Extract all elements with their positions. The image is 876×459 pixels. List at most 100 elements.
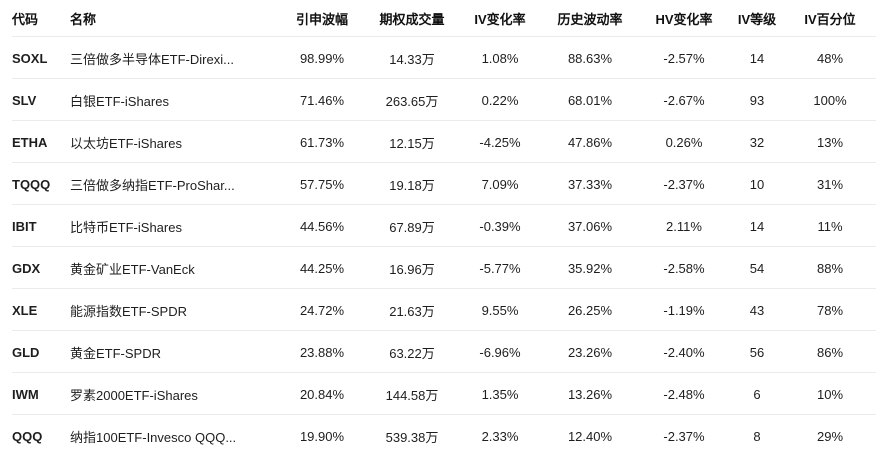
column-header-iv-percentile[interactable]: IV百分位 xyxy=(804,12,856,27)
cell-code: GDX xyxy=(12,260,41,276)
column-header-implied-vol[interactable]: 引申波幅 xyxy=(295,12,348,27)
cell-iv-rank: 8 xyxy=(753,428,761,444)
cell-iv-change: -4.25% xyxy=(479,134,521,150)
column-header-code[interactable]: 代码 xyxy=(12,12,39,27)
cell-hist-vol: 37.33% xyxy=(567,176,613,192)
cell-option-volume: 539.38万 xyxy=(385,429,439,445)
table-row[interactable]: IBIT 比特币ETF-iShares 44.56% 67.89万 -0.39%… xyxy=(0,205,876,247)
cell-iv-change: 1.08% xyxy=(481,50,519,66)
cell-option-volume: 19.18万 xyxy=(389,177,435,193)
cell-name: 三倍做多半导体ETF-Direxi... xyxy=(70,51,234,67)
cell-hv-change: -2.67% xyxy=(663,92,705,108)
cell-iv-percentile: 29% xyxy=(816,428,844,444)
cell-hist-vol: 26.25% xyxy=(567,302,613,318)
cell-implied-vol: 57.75% xyxy=(299,176,345,192)
cell-iv-change: -0.39% xyxy=(479,218,521,234)
cell-implied-vol: 44.25% xyxy=(299,260,345,276)
cell-name: 比特币ETF-iShares xyxy=(70,219,182,235)
cell-implied-vol: 20.84% xyxy=(299,386,345,402)
column-header-hv-change[interactable]: HV变化率 xyxy=(655,12,713,27)
cell-code: SLV xyxy=(12,92,37,108)
cell-implied-vol: 24.72% xyxy=(299,302,345,318)
cell-code: XLE xyxy=(12,302,38,318)
cell-hist-vol: 88.63% xyxy=(567,50,613,66)
table-row[interactable]: ETHA 以太坊ETF-iShares 61.73% 12.15万 -4.25%… xyxy=(0,121,876,163)
column-header-option-volume[interactable]: 期权成交量 xyxy=(379,12,445,27)
cell-code: ETHA xyxy=(12,134,48,150)
table-row[interactable]: XLE 能源指数ETF-SPDR 24.72% 21.63万 9.55% 26.… xyxy=(0,289,876,331)
cell-iv-rank: 93 xyxy=(749,92,765,108)
cell-iv-percentile: 31% xyxy=(816,176,844,192)
cell-name: 白银ETF-iShares xyxy=(70,93,169,109)
cell-iv-percentile: 78% xyxy=(816,302,844,318)
cell-iv-change: 9.55% xyxy=(481,302,519,318)
cell-option-volume: 144.58万 xyxy=(385,387,439,403)
cell-iv-percentile: 86% xyxy=(816,344,844,360)
cell-implied-vol: 19.90% xyxy=(299,428,345,444)
cell-hist-vol: 35.92% xyxy=(567,260,613,276)
column-header-iv-change[interactable]: IV变化率 xyxy=(474,12,526,27)
cell-iv-rank: 14 xyxy=(749,218,765,234)
cell-hist-vol: 23.26% xyxy=(567,344,613,360)
cell-name: 纳指100ETF-Invesco QQQ... xyxy=(70,429,237,445)
cell-hv-change: -1.19% xyxy=(663,302,705,318)
cell-iv-percentile: 48% xyxy=(816,50,844,66)
table-row[interactable]: IWM 罗素2000ETF-iShares 20.84% 144.58万 1.3… xyxy=(0,373,876,415)
cell-implied-vol: 23.88% xyxy=(299,344,345,360)
cell-code: GLD xyxy=(12,344,40,360)
cell-implied-vol: 71.46% xyxy=(299,92,345,108)
cell-hist-vol: 68.01% xyxy=(567,92,613,108)
cell-iv-rank: 14 xyxy=(749,50,765,66)
cell-implied-vol: 61.73% xyxy=(299,134,345,150)
cell-code: SOXL xyxy=(12,50,48,66)
cell-iv-percentile: 11% xyxy=(817,218,843,234)
cell-iv-rank: 6 xyxy=(753,386,761,402)
cell-iv-rank: 43 xyxy=(749,302,765,318)
table-row[interactable]: TQQQ 三倍做多纳指ETF-ProShar... 57.75% 19.18万 … xyxy=(0,163,876,205)
table-body: SOXL 三倍做多半导体ETF-Direxi... 98.99% 14.33万 … xyxy=(0,37,876,457)
table-row[interactable]: GLD 黄金ETF-SPDR 23.88% 63.22万 -6.96% 23.2… xyxy=(0,331,876,373)
cell-iv-change: -5.77% xyxy=(479,260,521,276)
cell-iv-change: -6.96% xyxy=(479,344,521,360)
cell-hv-change: -2.37% xyxy=(663,176,705,192)
cell-iv-change: 2.33% xyxy=(481,428,519,444)
cell-code: IBIT xyxy=(12,218,37,234)
cell-option-volume: 67.89万 xyxy=(389,219,435,235)
cell-iv-change: 0.22% xyxy=(481,92,519,108)
table-row[interactable]: SOXL 三倍做多半导体ETF-Direxi... 98.99% 14.33万 … xyxy=(0,37,876,79)
cell-hist-vol: 47.86% xyxy=(567,134,613,150)
cell-name: 黄金ETF-SPDR xyxy=(70,345,162,361)
cell-hist-vol: 13.26% xyxy=(567,386,613,402)
column-header-hist-vol[interactable]: 历史波动率 xyxy=(557,12,623,27)
cell-option-volume: 14.33万 xyxy=(389,51,435,67)
table-row[interactable]: GDX 黄金矿业ETF-VanEck 44.25% 16.96万 -5.77% … xyxy=(0,247,876,289)
cell-iv-rank: 32 xyxy=(749,134,765,150)
cell-option-volume: 63.22万 xyxy=(389,345,435,361)
table-header-row: 代码 名称 引申波幅 期权成交量 IV变化率 历史波动率 HV变化率 IV等级 … xyxy=(0,0,876,37)
table-row[interactable]: QQQ 纳指100ETF-Invesco QQQ... 19.90% 539.3… xyxy=(0,415,876,457)
cell-code: TQQQ xyxy=(12,176,51,192)
cell-iv-rank: 10 xyxy=(749,176,765,192)
cell-iv-percentile: 13% xyxy=(816,134,844,150)
cell-hv-change: 2.11% xyxy=(666,218,702,234)
cell-hv-change: 0.26% xyxy=(665,134,703,150)
column-header-iv-rank[interactable]: IV等级 xyxy=(737,12,777,27)
cell-iv-percentile: 10% xyxy=(816,386,844,402)
cell-hv-change: -2.37% xyxy=(663,428,705,444)
cell-iv-change: 1.35% xyxy=(481,386,519,402)
cell-iv-rank: 54 xyxy=(749,260,765,276)
cell-implied-vol: 44.56% xyxy=(299,218,345,234)
table-row[interactable]: SLV 白银ETF-iShares 71.46% 263.65万 0.22% 6… xyxy=(0,79,876,121)
cell-hist-vol: 12.40% xyxy=(567,428,613,444)
cell-hv-change: -2.40% xyxy=(663,344,705,360)
cell-option-volume: 12.15万 xyxy=(389,135,435,151)
column-header-name[interactable]: 名称 xyxy=(70,12,97,27)
cell-code: QQQ xyxy=(12,428,43,444)
cell-option-volume: 263.65万 xyxy=(385,93,439,109)
cell-hv-change: -2.48% xyxy=(663,386,705,402)
cell-name: 黄金矿业ETF-VanEck xyxy=(70,261,195,277)
cell-iv-percentile: 100% xyxy=(813,92,847,108)
cell-hist-vol: 37.06% xyxy=(567,218,613,234)
cell-iv-rank: 56 xyxy=(749,344,765,360)
